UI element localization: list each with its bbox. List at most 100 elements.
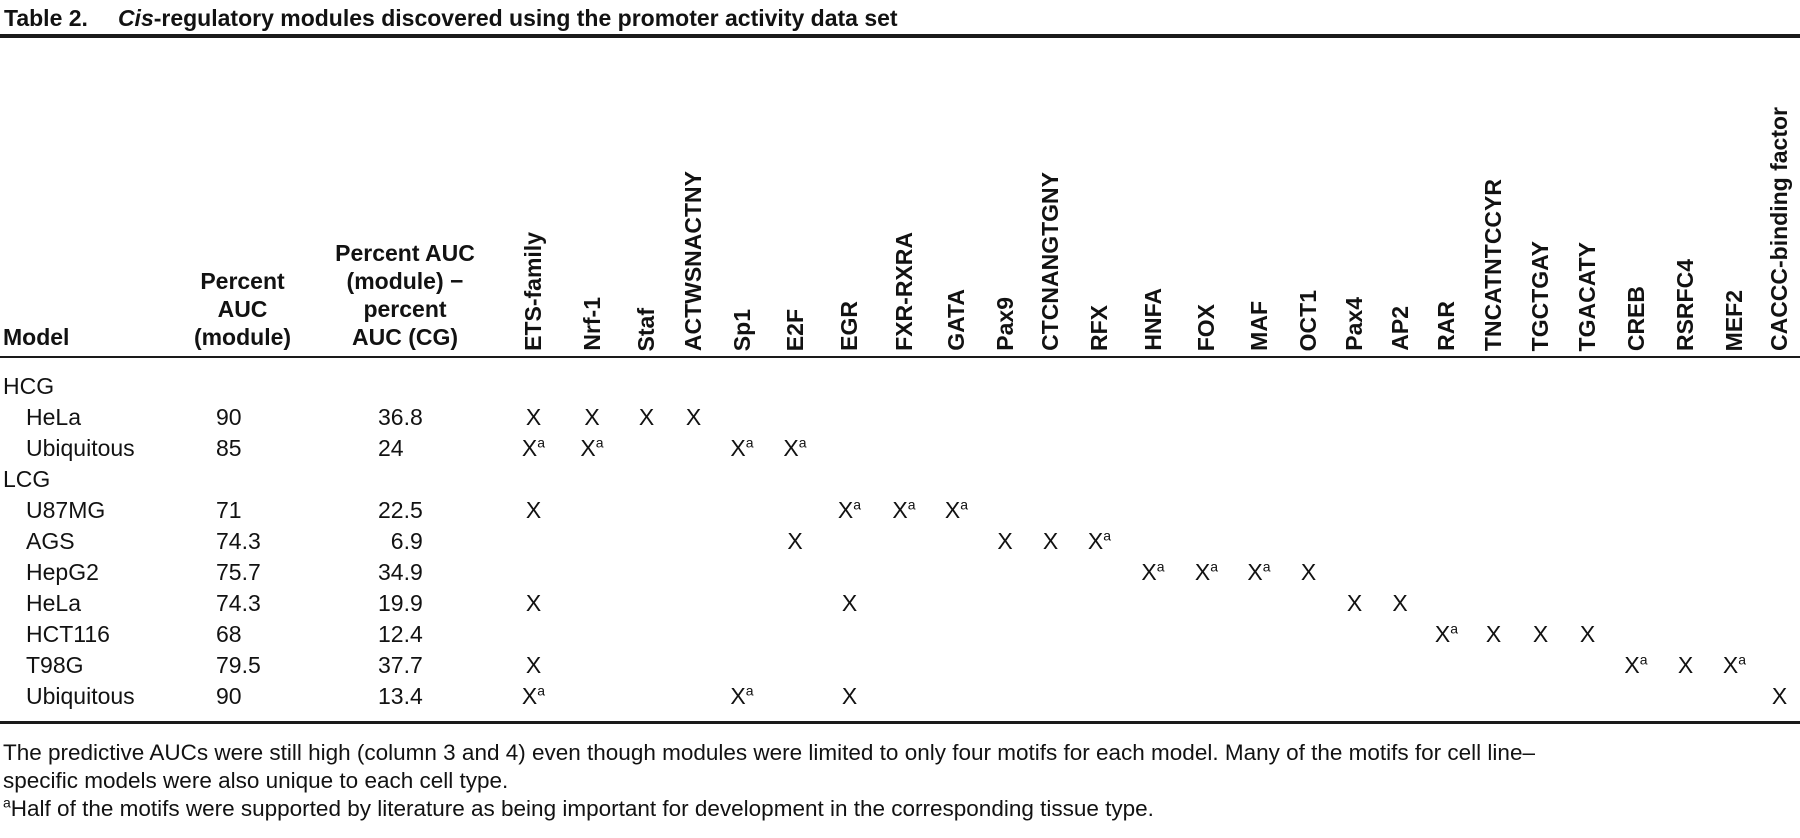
mark-footnote-marker: a (1156, 558, 1165, 575)
motif-empty-cell (1377, 619, 1423, 650)
motif-empty-cell (1470, 402, 1517, 433)
motif-empty-cell (1470, 588, 1517, 619)
motif-empty-cell (1517, 681, 1564, 723)
motif-empty-cell (931, 619, 982, 650)
motif-column-header: HNFA (1126, 36, 1180, 358)
motif-empty-cell (982, 681, 1028, 723)
motif-empty-cell (1126, 619, 1180, 650)
motif-mark-cell: Xa (521, 434, 546, 461)
motif-empty-cell (1126, 433, 1180, 464)
motif-mark-cell: X (525, 590, 542, 616)
motif-column-label: Sp1 (728, 308, 755, 351)
motif-empty-cell (1180, 619, 1233, 650)
motif-column-label: GATA (943, 289, 970, 351)
motif-empty-cell (1661, 433, 1710, 464)
mark-footnote-marker: a (1103, 527, 1112, 544)
footnote-general: The predictive AUCs were still high (col… (3, 740, 1535, 793)
motif-empty-cell (1180, 402, 1233, 433)
motif-column-header: TNCATNTCCYR (1470, 36, 1517, 358)
motif-empty-cell (671, 557, 716, 588)
motif-mark-cell: Xa (1434, 620, 1459, 647)
motif-column-header: GATA (931, 36, 982, 358)
motif-column-label: Pax4 (1341, 297, 1368, 351)
motif-empty-cell (1028, 619, 1073, 650)
motif-empty-cell (1611, 526, 1661, 557)
motif-mark-cell: X (1485, 621, 1502, 647)
motif-empty-cell (1028, 433, 1073, 464)
motif-column-header: CREB (1611, 36, 1661, 358)
motif-empty-cell (982, 650, 1028, 681)
motif-empty-cell (1073, 619, 1126, 650)
motif-empty-cell (505, 526, 562, 557)
motif-mark-cell: Xa (730, 682, 754, 709)
motif-empty-cell (1073, 650, 1126, 681)
mark-footnote-marker: a (960, 496, 969, 513)
motif-empty-cell (768, 619, 822, 650)
percent-auc-module-column-header: Percent AUC (module) (180, 36, 305, 358)
motif-empty-cell (562, 495, 622, 526)
motif-mark-cell: X (525, 404, 542, 430)
motif-empty-cell (822, 650, 877, 681)
model-row: HeLa 74.3 19.9 X X X X (0, 588, 1800, 619)
cis-regulatory-modules-table: Model Percent AUC (module) Percent AUC (modul… (0, 34, 1800, 724)
motif-empty-cell (931, 433, 982, 464)
mark-footnote-marker: a (1639, 651, 1648, 668)
motif-empty-cell (716, 588, 768, 619)
table-footnotes: The predictive AUCs were still high (col… (0, 739, 1800, 823)
motif-empty-cell (1332, 557, 1377, 588)
motif-empty-cell (1759, 402, 1800, 433)
motif-empty-cell (1332, 650, 1377, 681)
motif-empty-cell (1470, 557, 1517, 588)
motif-empty-cell (716, 650, 768, 681)
motif-empty-cell (1423, 526, 1470, 557)
motif-empty-cell (1611, 557, 1661, 588)
motif-empty-cell (1377, 526, 1423, 557)
motif-empty-cell (1710, 619, 1759, 650)
motif-column-header: RAR (1423, 36, 1470, 358)
motif-empty-cell (1564, 402, 1611, 433)
motif-empty-cell (1126, 495, 1180, 526)
motif-empty-cell (622, 526, 671, 557)
motif-empty-cell (931, 681, 982, 723)
model-row: T98G 79.5 37.7 X Xa X Xa (0, 650, 1800, 681)
motif-empty-cell (768, 650, 822, 681)
mark-footnote-marker: a (537, 434, 546, 451)
motif-empty-cell (1028, 402, 1073, 433)
motif-empty-cell (1073, 681, 1126, 723)
percent-auc-module-cell: 68 (216, 621, 242, 647)
motif-empty-cell (1661, 619, 1710, 650)
percent-auc-module-cell: 74.3 (216, 590, 261, 616)
model-cell: T98G (26, 652, 84, 678)
motif-column-header: RFX (1073, 36, 1126, 358)
motif-empty-cell (562, 619, 622, 650)
motif-empty-cell (671, 619, 716, 650)
motif-empty-cell (1661, 588, 1710, 619)
motif-empty-cell (1180, 588, 1233, 619)
motif-column-label: CREB (1622, 285, 1649, 351)
motif-empty-cell (1332, 495, 1377, 526)
motif-empty-cell (768, 495, 822, 526)
percent-auc-module-cell: 75.7 (216, 559, 261, 585)
percent-auc-module-cell: 90 (216, 683, 242, 709)
motif-empty-cell (1285, 495, 1332, 526)
motif-empty-cell (716, 557, 768, 588)
motif-empty-cell (562, 557, 622, 588)
motif-mark-cell: X (1532, 621, 1549, 647)
motif-empty-cell (622, 650, 671, 681)
motif-empty-cell (1332, 619, 1377, 650)
motif-mark-cell: Xa (1247, 558, 1271, 585)
motif-empty-cell (1028, 681, 1073, 723)
motif-empty-cell (1517, 495, 1564, 526)
motif-empty-cell (1180, 526, 1233, 557)
motif-empty-cell (877, 526, 931, 557)
motif-mark-cell: X (1300, 559, 1317, 585)
motif-empty-cell (1710, 433, 1759, 464)
model-cell: HepG2 (26, 559, 99, 585)
motif-empty-cell (822, 619, 877, 650)
mark-footnote-marker: a (537, 682, 546, 699)
motif-empty-cell (1423, 650, 1470, 681)
motif-empty-cell (1285, 526, 1332, 557)
motif-empty-cell (1759, 433, 1800, 464)
motif-column-label: ETS-family (520, 232, 547, 351)
motif-empty-cell (877, 588, 931, 619)
